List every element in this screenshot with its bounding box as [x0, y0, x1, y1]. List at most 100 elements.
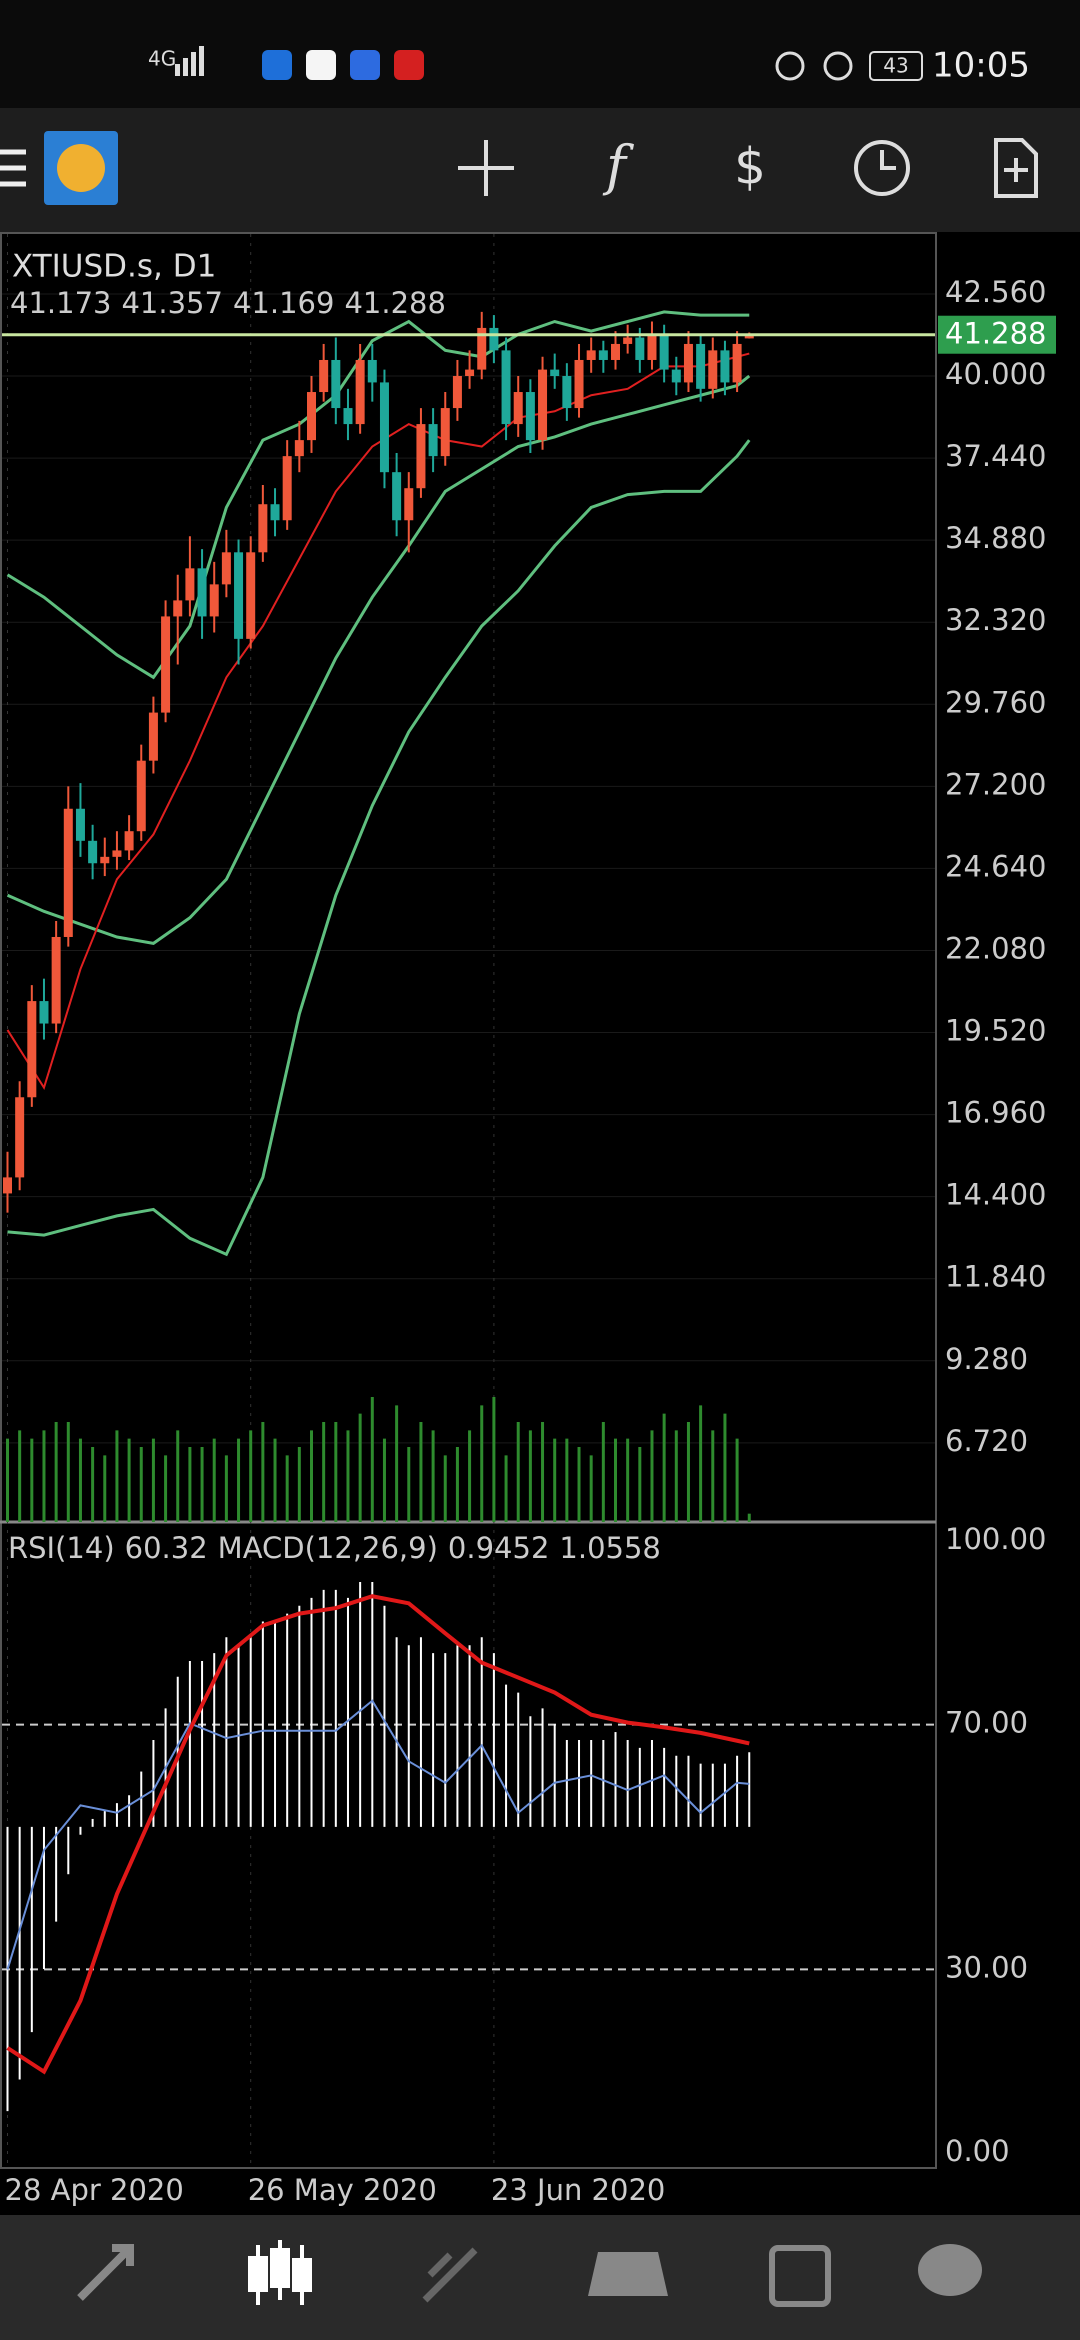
candle-body — [173, 600, 183, 617]
app-logo-mark — [57, 144, 105, 192]
candle-body — [63, 808, 73, 937]
candle-body — [635, 337, 645, 360]
news-tab[interactable] — [769, 2245, 831, 2307]
chat-tab[interactable] — [918, 2244, 982, 2296]
clock-hands — [880, 150, 896, 170]
candle-body — [732, 343, 742, 383]
candle-body — [112, 850, 122, 857]
rsi-value: 60.32 — [125, 1531, 208, 1565]
timeframe-button[interactable] — [854, 140, 910, 196]
candle-body — [671, 369, 681, 383]
candle-body — [234, 552, 244, 639]
candle-body — [124, 831, 134, 851]
price-tag — [938, 315, 1056, 354]
y-tick-label: 9.280 — [945, 1342, 1028, 1376]
app-icon — [306, 50, 336, 80]
candle-body — [51, 936, 61, 1024]
quotes-tab[interactable] — [77, 2244, 134, 2301]
oscillator-header: RSI(14) 60.32 MACD(12,26,9) 0.9452 1.0558 — [8, 1531, 661, 1565]
close: 41.288 — [344, 286, 445, 320]
signal-value: 1.0558 — [559, 1531, 660, 1565]
crosshair-button[interactable] — [458, 140, 514, 196]
candle-body — [489, 327, 499, 351]
candle-body — [416, 424, 426, 489]
eye-icon — [775, 51, 805, 81]
candle-body — [294, 440, 304, 457]
candle-body — [598, 350, 608, 360]
candle-body — [331, 359, 341, 409]
y-tick-label: 100.00 — [945, 1522, 1046, 1556]
candle-body — [161, 616, 171, 713]
candle-body — [611, 343, 620, 360]
candle-body — [343, 408, 353, 425]
y-tick-label: 11.840 — [945, 1260, 1046, 1294]
candle-body — [404, 488, 414, 521]
network: 4G — [148, 47, 176, 71]
y-tick-label: 24.640 — [945, 849, 1046, 883]
candle-body — [392, 472, 402, 521]
candle-body — [525, 392, 535, 441]
battery-level: 43 — [883, 54, 908, 78]
bollinger-middle — [6, 374, 751, 945]
candle-body — [88, 840, 98, 864]
y-tick-label: 27.200 — [945, 767, 1046, 801]
y-tick-label: 34.880 — [945, 521, 1046, 555]
app-icon — [262, 50, 292, 80]
candle-body — [355, 359, 365, 425]
candle-body — [562, 376, 572, 409]
y-tick-label: 6.720 — [945, 1424, 1028, 1458]
y-tick-label: 70.00 — [945, 1706, 1028, 1740]
candle-body — [185, 568, 195, 601]
bollinger-lower — [7, 439, 751, 1257]
candle-body — [367, 359, 377, 383]
high: 41.357 — [121, 286, 222, 320]
y-tick-label: 40.000 — [945, 357, 1046, 391]
candle-body — [3, 1177, 12, 1194]
candle-body — [586, 350, 596, 360]
y-tick-label: 19.520 — [945, 1014, 1046, 1048]
y-tick-label: 30.00 — [945, 1950, 1028, 1984]
bottom-nav — [0, 2215, 1080, 2340]
y-tick-label: 0.00 — [945, 2134, 1010, 2168]
plot: 42.560 40.000 37.440 34.880 32.320 29.760 27.2… — [2, 234, 1056, 2207]
symbol: XTIUSD.s, D1 — [12, 249, 216, 285]
candle-body — [696, 343, 706, 389]
ohlc: 41.173 41.357 41.169 41.288 — [10, 286, 446, 320]
y-tick-label: 32.320 — [945, 603, 1046, 637]
new-order-button[interactable] — [994, 138, 1038, 198]
history-tab[interactable] — [588, 2252, 668, 2296]
candle-body — [27, 1001, 37, 1098]
candle-body — [720, 350, 730, 383]
moving-average — [6, 352, 750, 1091]
candle-body — [270, 504, 280, 521]
candle-body — [501, 350, 511, 425]
candle-body — [647, 334, 657, 360]
chart-tab[interactable] — [248, 2240, 312, 2305]
candle-body — [136, 760, 146, 832]
app-icon — [350, 50, 380, 80]
x-tick-label: 23 Jun 2020 — [491, 2173, 665, 2207]
low: 41.169 — [233, 286, 334, 320]
candle-body — [659, 334, 669, 370]
trade-button[interactable]: $ — [734, 138, 766, 196]
candle-body — [282, 456, 292, 521]
y-tick-label: 42.560 — [945, 275, 1046, 309]
candle-body — [574, 359, 584, 409]
chart-area — [0, 232, 1080, 2215]
bollinger-upper — [6, 310, 750, 680]
x-tick-label: 26 May 2020 — [248, 2173, 437, 2207]
battery — [869, 51, 923, 81]
candle-body — [513, 392, 523, 425]
y-tick-label: 29.760 — [945, 685, 1046, 719]
toolbar — [0, 108, 1080, 232]
menu-button[interactable] — [0, 149, 26, 187]
candle-body — [307, 392, 316, 441]
y-tick-label: 14.400 — [945, 1178, 1046, 1212]
trade-tab[interactable] — [422, 2247, 478, 2303]
signal-icon — [175, 46, 204, 76]
signal-line — [6, 1594, 750, 2075]
candle-body — [428, 424, 438, 457]
candle-body — [39, 1001, 49, 1024]
candle-body — [744, 334, 754, 339]
